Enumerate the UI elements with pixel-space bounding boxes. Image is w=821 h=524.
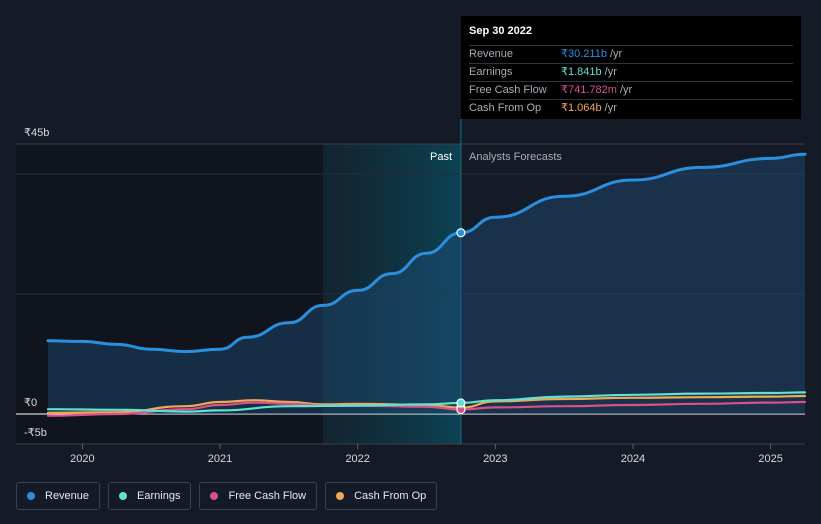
legend-item-earnings[interactable]: Earnings xyxy=(108,482,192,510)
forecast-label: Analysts Forecasts xyxy=(469,151,562,163)
data-point-revenue xyxy=(456,228,466,238)
tooltip-value: ₹741.782m xyxy=(561,84,617,96)
tooltip: Sep 30 2022 Revenue ₹30.211b /yr Earning… xyxy=(461,16,801,119)
legend-item-free-cash-flow[interactable]: Free Cash Flow xyxy=(199,482,318,510)
x-tick-label: 2021 xyxy=(208,453,232,465)
legend-dot-icon xyxy=(210,492,219,500)
tooltip-value: ₹1.841b xyxy=(561,66,602,78)
tooltip-row-earnings: Earnings ₹1.841b /yr xyxy=(469,64,793,82)
y-tick-label: ₹0 xyxy=(24,397,37,409)
series-line-earnings xyxy=(46,391,807,413)
series-line-free-cash-flow xyxy=(46,400,807,417)
legend-label: Cash From Op xyxy=(354,490,427,502)
tooltip-label: Free Cash Flow xyxy=(469,84,547,96)
y-tick-label: ₹45b xyxy=(24,127,49,139)
x-tick-label: 2020 xyxy=(70,453,94,465)
legend-label: Free Cash Flow xyxy=(228,490,307,502)
past-label: Past xyxy=(430,151,452,163)
legend-dot-icon xyxy=(27,492,35,500)
tooltip-label: Revenue xyxy=(469,48,514,60)
tooltip-row-cash-from-op: Cash From Op ₹1.064b /yr xyxy=(469,100,793,117)
x-tick-label: 2022 xyxy=(345,453,369,465)
y-tick-label: -₹5b xyxy=(24,427,47,439)
legend-label: Revenue xyxy=(45,490,90,502)
tooltip-unit: /yr xyxy=(604,66,617,78)
tooltip-date: Sep 30 2022 xyxy=(469,25,793,46)
tooltip-unit: /yr xyxy=(619,84,633,96)
legend-dot-icon xyxy=(336,492,345,500)
tooltip-label: Earnings xyxy=(469,66,513,78)
legend-label: Earnings xyxy=(137,490,181,502)
tooltip-unit: /yr xyxy=(604,102,617,114)
tooltip-value: ₹30.211b xyxy=(561,48,607,60)
legend-item-revenue[interactable]: Revenue xyxy=(16,482,101,510)
legend: Revenue Earnings Free Cash Flow Cash Fro… xyxy=(16,482,438,510)
legend-dot-icon xyxy=(119,492,128,500)
tooltip-label: Cash From Op xyxy=(469,102,542,114)
x-tick-label: 2025 xyxy=(758,453,782,465)
data-point-earnings xyxy=(456,398,466,408)
tooltip-row-free-cash-flow: Free Cash Flow ₹741.782m /yr xyxy=(469,82,793,100)
tooltip-value: ₹1.064b xyxy=(561,102,602,114)
x-tick-label: 2024 xyxy=(621,453,645,465)
tooltip-row-revenue: Revenue ₹30.211b /yr xyxy=(469,46,793,64)
tooltip-unit: /yr xyxy=(609,48,623,60)
x-tick-label: 2023 xyxy=(483,453,507,465)
series-area-revenue xyxy=(48,154,805,414)
legend-item-cash-from-op[interactable]: Cash From Op xyxy=(325,482,438,510)
series-line-revenue xyxy=(46,152,807,354)
